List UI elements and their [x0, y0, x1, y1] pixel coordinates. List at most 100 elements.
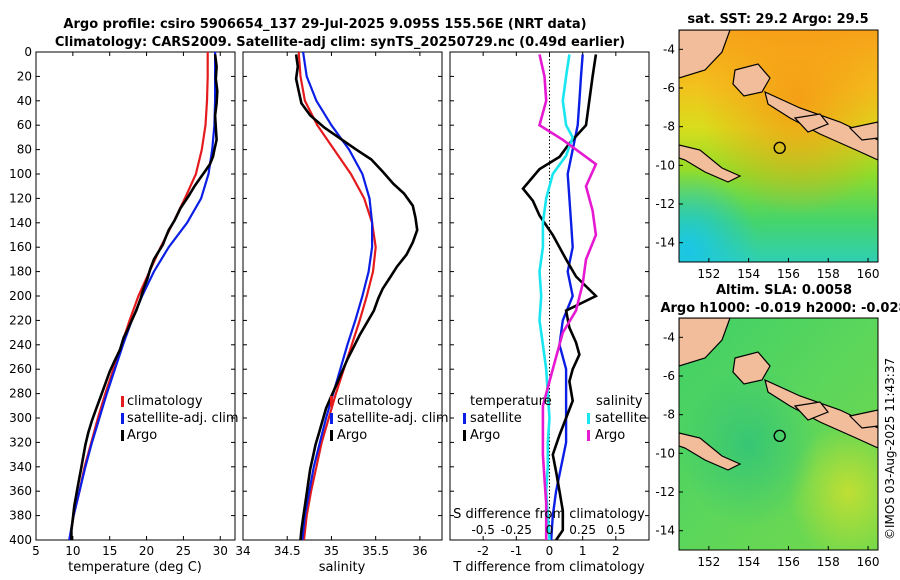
land-new-guinea-tip [679, 144, 742, 183]
difference-xlabel: T difference from climatology [452, 560, 645, 575]
t-diff-argo-line [521, 54, 599, 540]
figure-title-line2: Climatology: CARS2009. Satellite-adj cli… [55, 35, 625, 50]
land-new-guinea-tip [679, 432, 742, 471]
temperature-ticks: 5 10 15 20 25 3002040608010012014016018020022… [9, 45, 235, 558]
salinity-xlabel: salinity [319, 560, 366, 575]
x-tick-label: 15 [102, 544, 117, 558]
map-x-tick-label: 152 [697, 267, 720, 281]
map-x-tick-label: 154 [737, 267, 760, 281]
map-y-tick-label: -4 [663, 42, 675, 56]
legend-s-satellite-label: satellite [595, 411, 647, 426]
s-tick-label: 0.5 [606, 523, 625, 537]
map-y-tick-label: -6 [663, 81, 675, 95]
legend-argo-swatch [330, 430, 333, 441]
sla-map-title-line2: Argo h1000: -0.019 h2000: -0.028 [660, 301, 900, 316]
legend-climatology-swatch [330, 396, 333, 407]
x-tick-label: 5 [32, 544, 40, 558]
y-tick-label: 20 [17, 69, 32, 83]
y-tick-label: 140 [9, 216, 32, 230]
x-tick-label: 35 [324, 544, 339, 558]
salinity-climatology-line [297, 52, 377, 540]
legend-satellite-label: satellite-adj. clim [337, 411, 449, 426]
y-tick-label: 320 [9, 435, 32, 449]
legend-climatology-label: climatology [127, 394, 203, 409]
legend-s-argo-label: Argo [595, 428, 625, 443]
argo-location-marker [773, 429, 786, 443]
legend-satellite-swatch [330, 413, 333, 424]
argo-location-marker [773, 141, 786, 155]
map-y-tick-label: -12 [655, 485, 675, 499]
y-tick-label: 340 [9, 460, 32, 474]
map-y-tick-label: -10 [655, 158, 675, 172]
difference-axes-box [449, 51, 650, 541]
y-tick-label: 0 [24, 45, 32, 59]
map-y-tick-label: -8 [663, 120, 675, 134]
salinity-panel: 34 34.5 35 35.5 36 salinity climatology sate… [235, 51, 449, 575]
sla-map-title-line1: Altim. SLA: 0.0058 [716, 283, 852, 298]
x-tick-label: -1 [510, 544, 522, 558]
salinity-ticks: 34 34.5 35 35.5 36 [235, 51, 442, 558]
x-tick-label: 0 [546, 544, 554, 558]
sst-map-ticks: 152 154 156 158 160 -4 -6 -8 -10 -12 -14 [655, 42, 879, 281]
map-y-tick-label: -14 [655, 236, 675, 250]
salinity-axes-box [242, 51, 443, 541]
land-santa-isabel [848, 409, 878, 429]
y-tick-label: 280 [9, 387, 32, 401]
copyright-stamp: ©IMOS 03-Aug-2025 11:43:37 [883, 358, 897, 540]
land-choiseul [793, 401, 829, 421]
salinity-legend: climatology satellite-adj. clim Argo [330, 394, 449, 443]
temperature-panel: 5 10 15 20 25 3002040608010012014016018020022… [9, 45, 239, 575]
legend-argo-label: Argo [337, 428, 367, 443]
s-tick-label: 0.25 [569, 523, 596, 537]
y-tick-label: 240 [9, 338, 32, 352]
temperature-argo-line [70, 54, 219, 540]
legend-climatology-swatch [121, 396, 124, 407]
y-tick-label: 360 [9, 484, 32, 498]
difference-ticks: -2 -1 0 1 2 [450, 51, 649, 558]
salinity-satellite-line [301, 52, 374, 540]
x-tick-label: 20 [139, 544, 154, 558]
legend-argo-swatch [121, 430, 124, 441]
temperature-legend: climatology satellite-adj. clim Argo [121, 394, 239, 443]
y-tick-label: 220 [9, 313, 32, 327]
map-x-tick-label: 154 [737, 555, 760, 569]
s-difference-tick-labels: -0.5 -0.25 0 0.25 0.5 [471, 523, 625, 537]
y-tick-label: 400 [9, 533, 32, 547]
legend-satellite-label: satellite-adj. clim [127, 411, 239, 426]
x-tick-label: 34.5 [274, 544, 301, 558]
sla-low-patch [679, 318, 878, 550]
legend-t-argo-swatch [463, 430, 466, 441]
land-santa-isabel [848, 121, 878, 141]
legend-t-satellite-label: satellite [470, 411, 522, 426]
map-y-tick-label: -10 [655, 446, 675, 460]
x-tick-label: 30 [213, 544, 228, 558]
s-tick-label: -0.25 [501, 523, 532, 537]
land-bougainville [732, 63, 771, 97]
x-tick-label: 10 [65, 544, 80, 558]
s-diff-satellite-line [538, 54, 575, 540]
y-tick-label: 100 [9, 167, 32, 181]
map-y-tick-label: -14 [655, 524, 675, 538]
map-x-tick-label: 160 [857, 267, 880, 281]
sla-map-ticks: 152 154 156 158 160 -4 -6 -8 -10 -12 -14 [655, 330, 879, 569]
x-tick-label: 34 [235, 544, 250, 558]
y-tick-label: 300 [9, 411, 32, 425]
sst-cold-patch [679, 30, 878, 262]
x-tick-label: 25 [176, 544, 191, 558]
sst-map-panel: sat. SST: 29.2 Argo: 29.5 152 154 156 158 16… [655, 12, 879, 281]
x-tick-label: 2 [612, 544, 620, 558]
s-diff-argo-line [537, 54, 598, 540]
map-y-tick-label: -4 [663, 330, 675, 344]
s-tick-label: 0 [546, 523, 554, 537]
map-x-tick-label: 156 [777, 267, 800, 281]
temperature-axes-box [35, 51, 236, 541]
difference-legend: temperature satellite Argo salinity sate… [463, 394, 647, 443]
legend-argo-label: Argo [127, 428, 157, 443]
x-tick-label: -2 [477, 544, 489, 558]
x-tick-label: 35.5 [362, 544, 389, 558]
map-x-tick-label: 158 [817, 555, 840, 569]
sla-map-frame [678, 317, 879, 551]
y-tick-label: 180 [9, 265, 32, 279]
sst-map-title: sat. SST: 29.2 Argo: 29.5 [687, 12, 868, 27]
